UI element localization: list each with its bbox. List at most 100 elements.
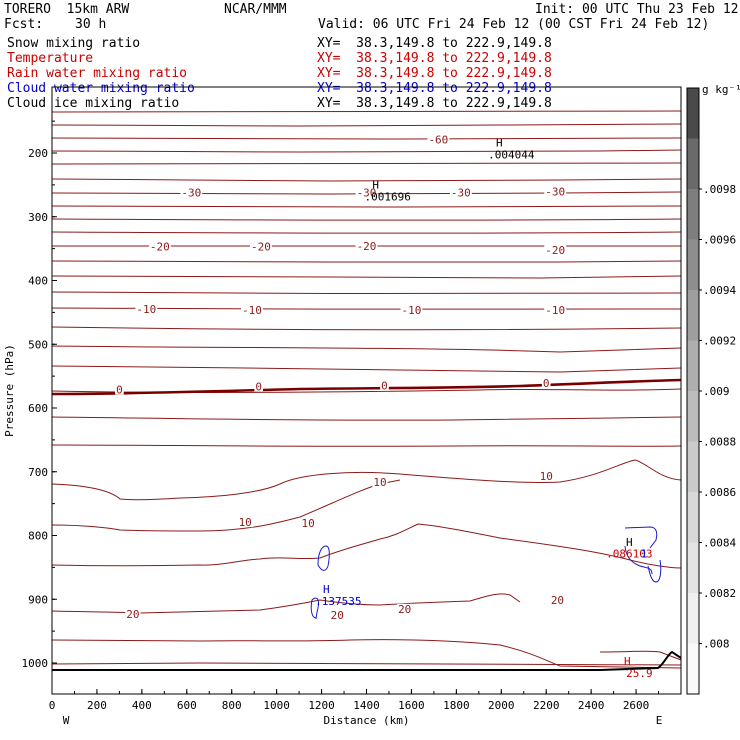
field-xy: XY= 38.3,149.8 to 222.9,149.8	[317, 96, 552, 111]
isotherm-label-background	[148, 241, 171, 252]
x-tick-label: 2600	[623, 699, 650, 712]
isotherm-label-background	[400, 304, 423, 315]
isotherm-label-background	[180, 187, 203, 198]
x-tick-label: 1600	[398, 699, 425, 712]
maximum-marker: H	[624, 655, 631, 668]
maximum-marker: H	[372, 179, 379, 192]
y-tick-label: 900	[28, 593, 48, 606]
axes: 0 200 400 600 800 1000 1200 1400 1600 1800 2000 220…	[22, 120, 682, 712]
field-xy: XY= 38.3,149.8 to 222.9,149.8	[317, 81, 552, 96]
field-name: Rain water mixing ratio	[7, 66, 188, 81]
maximum-value: .137535	[315, 595, 361, 608]
field-name: Temperature	[7, 51, 94, 66]
colorbar-unit: g kg⁻¹	[702, 83, 740, 96]
isotherm-label: -20	[251, 241, 271, 254]
colorbar-tick-label: .0092	[703, 335, 736, 348]
isotherm	[51, 444, 682, 447]
cloud-water-contour	[310, 597, 319, 619]
isotherm-label: -10	[136, 303, 156, 316]
colorbar-swatch	[687, 643, 699, 694]
x-tick-label: 200	[87, 699, 107, 712]
isotherm	[51, 479, 401, 532]
isotherm-label: -30	[451, 187, 471, 200]
isotherm-label-background	[355, 241, 378, 252]
isotherm-label-background	[538, 471, 554, 482]
colorbar-swatch	[687, 391, 699, 442]
y-tick-label: 200	[28, 147, 48, 160]
isotherm	[51, 639, 682, 669]
isotherm	[51, 523, 682, 569]
terrain-surface	[52, 650, 682, 671]
isotherm-label-background	[329, 610, 345, 621]
x-tick-label: 2000	[488, 699, 515, 712]
field-name: Snow mixing ratio	[7, 36, 141, 51]
isotherm-label: 20	[398, 603, 411, 616]
y-tick-label: 500	[28, 338, 48, 351]
valid-time: Valid: 06 UTC Fri 24 Feb 12 (00 CST Fri …	[318, 17, 710, 32]
x-tick-label: 800	[222, 699, 242, 712]
isotherm-label-background	[115, 384, 124, 395]
isotherm-label: 0	[381, 380, 388, 393]
isotherm	[51, 662, 682, 666]
colorbar-tick-label: .0096	[703, 234, 736, 247]
colorbar-tick-label: .0084	[703, 537, 736, 550]
field-name: Cloud ice mixing ratio	[7, 96, 180, 111]
isotherm-label-background	[541, 378, 551, 389]
isotherm-label: 10	[540, 470, 553, 483]
isotherm-label-background	[240, 304, 263, 315]
field-xy: XY= 38.3,149.8 to 222.9,149.8	[317, 51, 552, 66]
colorbar-tick-label: .0094	[703, 284, 736, 297]
isotherm-label: -30	[357, 187, 377, 200]
x-tick-label: 400	[132, 699, 152, 712]
isotherm-label: 0	[255, 380, 262, 393]
isotherm-label-background	[544, 304, 567, 315]
colorbar-swatch	[687, 542, 699, 593]
isotherm	[51, 149, 682, 153]
isotherm-label: 0	[543, 377, 550, 390]
isotherm-label: 10	[239, 516, 252, 529]
isotherm-label: -30	[545, 185, 565, 198]
y-tick-label: 1000	[22, 657, 49, 670]
y-tick-label: 700	[28, 466, 48, 479]
x-tick-label: 2400	[578, 699, 605, 712]
isotherm-label-background	[427, 134, 450, 145]
isotherm	[51, 326, 682, 331]
x-axis-label: Distance (km)	[323, 714, 409, 727]
x-tick-label: 600	[177, 699, 197, 712]
isotherm-label: -60	[428, 134, 448, 147]
x-tick-label: 1200	[308, 699, 335, 712]
colorbar-tick-label: .0098	[703, 183, 736, 196]
isotherm-label: -10	[401, 304, 421, 317]
isotherm-label: -20	[150, 241, 170, 254]
isotherm-label: 0	[116, 384, 123, 397]
overlap-label: H	[626, 536, 633, 549]
colorbar-swatch	[687, 593, 699, 644]
colorbar-swatch	[687, 340, 699, 391]
isotherm-label: -10	[242, 304, 262, 317]
org-title: NCAR/MMM	[224, 2, 287, 17]
isotherm	[51, 459, 682, 501]
maximum-marker: H	[323, 583, 330, 596]
isotherm-label-background	[544, 186, 567, 197]
isotherm-label-background	[544, 244, 567, 255]
isotherm-label-background	[125, 608, 141, 619]
isotherm-label: 20	[331, 609, 344, 622]
forecast-hour: 30 h	[75, 17, 107, 32]
colorbar-swatch	[687, 492, 699, 543]
isotherm-label-background	[449, 187, 472, 198]
overlap-label: 1	[641, 547, 648, 560]
model-title: TORERO 15km ARW	[4, 2, 130, 17]
isotherm-label-background	[300, 517, 316, 528]
isotherm	[51, 593, 521, 614]
isotherm-label: 10	[373, 476, 386, 489]
colorbar-tick-label: .0088	[703, 436, 736, 449]
isotherm	[51, 123, 682, 127]
colorbar-tick-label: .0086	[703, 486, 736, 499]
colorbar-swatch	[687, 239, 699, 290]
isotherm-label-background	[549, 594, 566, 605]
forecast-label: Fcst:	[4, 17, 44, 32]
cloud-water-contour	[647, 559, 662, 583]
x-tick-label: 1400	[353, 699, 380, 712]
colorbar-swatch	[687, 441, 699, 492]
